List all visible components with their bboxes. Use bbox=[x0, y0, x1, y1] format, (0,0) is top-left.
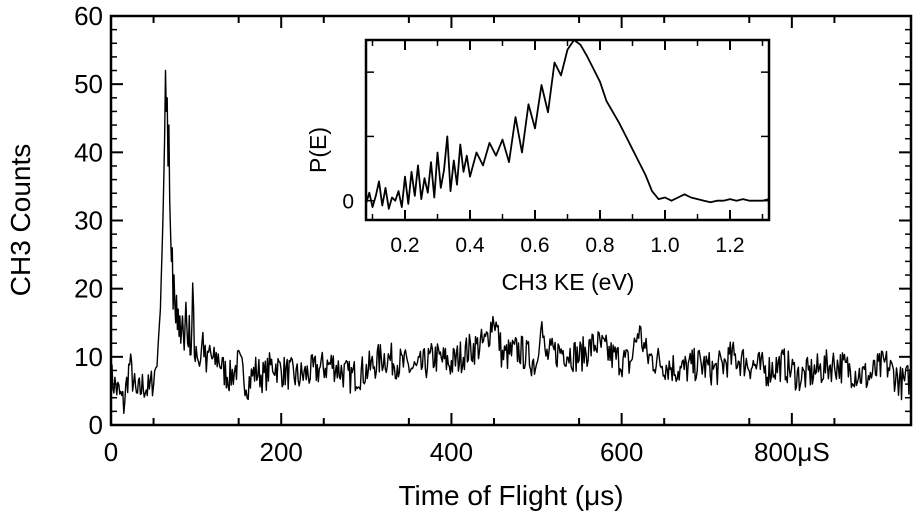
main-series-line bbox=[110, 69, 912, 414]
main-y-tick-label: 20 bbox=[74, 274, 103, 304]
inset-y-axis-label: P(E) bbox=[305, 127, 331, 173]
inset-y-tick-label: 0 bbox=[342, 191, 354, 214]
inset-tick-labels: 0.2 0.4 0.6 0.8 1.0 1.2 0 bbox=[342, 191, 744, 257]
main-y-tick-label: 0 bbox=[89, 410, 103, 440]
inset-series-line bbox=[365, 39, 770, 210]
main-x-tick-label: 600 bbox=[600, 437, 643, 467]
inset-ticks bbox=[366, 40, 769, 220]
main-y-axis-label: CH3 Counts bbox=[5, 144, 36, 297]
inset-x-tick-label: 1.2 bbox=[715, 234, 744, 257]
inset-x-tick-label: 0.8 bbox=[585, 234, 614, 257]
inset-plot-frame bbox=[364, 38, 771, 222]
main-y-tick-label: 40 bbox=[74, 137, 103, 167]
main-y-tick-label: 60 bbox=[74, 1, 103, 31]
inset-x-tick-label: 1.0 bbox=[650, 234, 679, 257]
main-x-tick-label: 400 bbox=[430, 437, 473, 467]
inset-x-tick-label: 0.6 bbox=[520, 234, 549, 257]
main-y-tick-label: 10 bbox=[74, 342, 103, 372]
main-x-tick-label: 800μS bbox=[754, 437, 830, 467]
inset-x-tick-label: 0.4 bbox=[455, 234, 485, 257]
main-y-tick-label: 50 bbox=[74, 69, 103, 99]
main-y-tick-label: 30 bbox=[74, 206, 103, 236]
inset-x-axis-label: CH3 KE (eV) bbox=[502, 269, 635, 295]
inset-x-tick-label: 0.2 bbox=[390, 234, 419, 257]
main-x-axis-label: Time of Flight (μs) bbox=[398, 480, 623, 511]
main-x-tick-label: 0 bbox=[104, 437, 118, 467]
main-tick-labels: 0 200 400 600 800μS 0 10 20 30 40 50 60 bbox=[74, 1, 830, 467]
main-x-tick-label: 200 bbox=[260, 437, 303, 467]
main-ticks bbox=[110, 15, 911, 426]
